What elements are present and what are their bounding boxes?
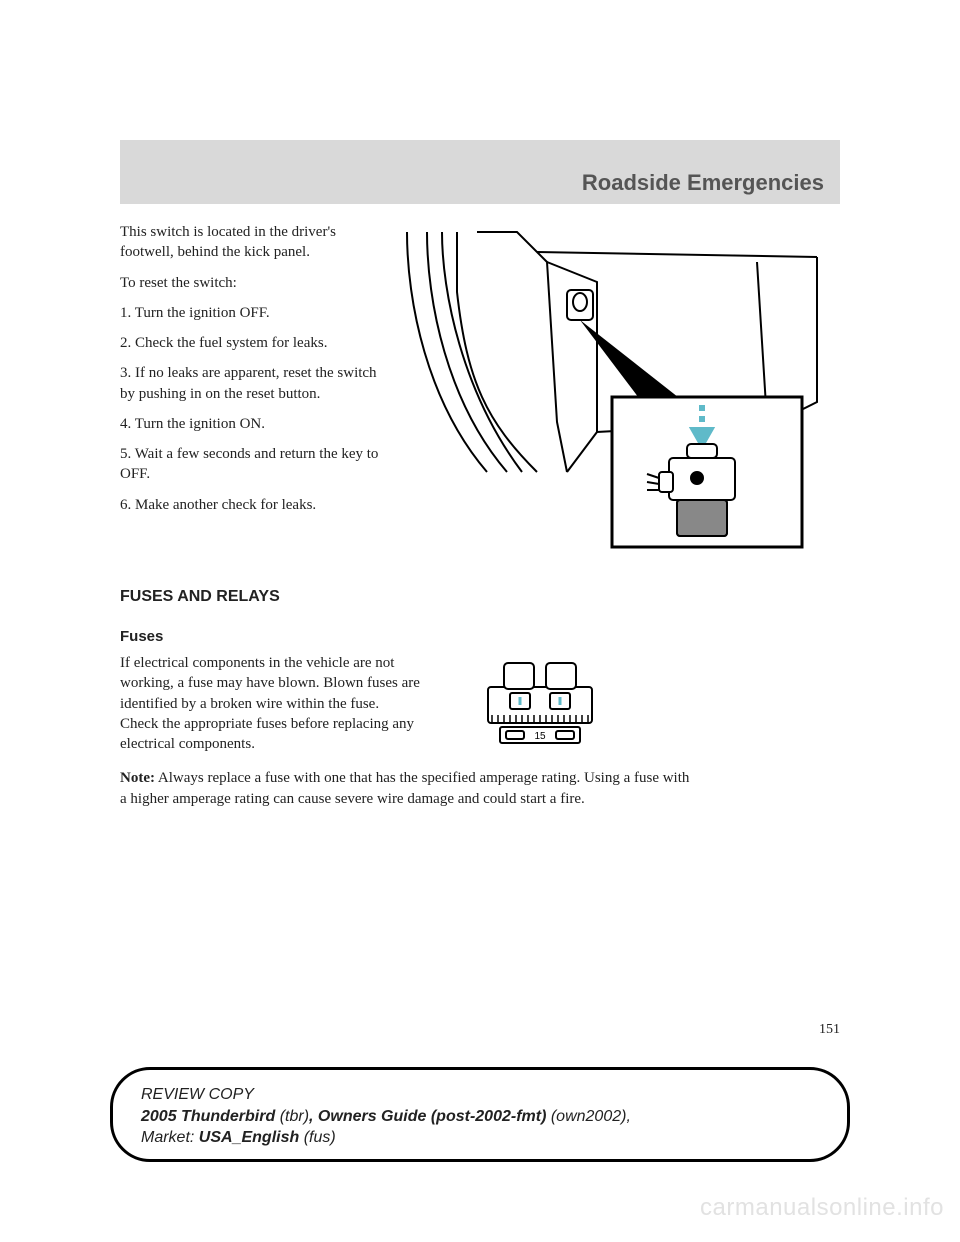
step: 2. Check the fuel system for leaks. [120,333,380,353]
footer-sep: , [309,1108,318,1125]
note-text: Always replace a fuse with one that has … [120,770,689,806]
note-label: Note: [120,770,155,786]
footer-code: (tbr) [280,1108,309,1125]
fuse-rating-label: 15 [534,731,546,742]
footer-capsule: REVIEW COPY 2005 Thunderbird (tbr), Owne… [110,1067,850,1162]
footer-code: (fus) [304,1129,336,1146]
step: 3. If no leaks are apparent, reset the s… [120,363,380,404]
footer-vehicle: 2005 Thunderbird [141,1108,280,1125]
footer-review-copy: REVIEW COPY [141,1086,254,1103]
footer-market: USA_English [199,1129,304,1146]
step: 1. Turn the ignition OFF. [120,303,380,323]
footer-guide: Owners Guide (post-2002-fmt) [318,1108,551,1125]
switch-location-figure [394,222,840,552]
step: 4. Turn the ignition ON. [120,414,380,434]
fuses-paragraph: If electrical components in the vehicle … [120,653,420,754]
watermark: carmanualsonline.info [700,1194,944,1222]
heading-fuses: Fuses [120,628,840,645]
step: 6. Make another check for leaks. [120,495,380,515]
note-paragraph: Note: Always replace a fuse with one tha… [120,768,690,809]
page-number: 151 [819,1022,840,1038]
section-header: Roadside Emergencies [120,140,840,204]
intro-paragraph: To reset the switch: [120,273,380,293]
intro-text-block: This switch is located in the driver's f… [120,222,380,552]
footer-code: (own2002) [551,1108,627,1125]
heading-fuses-relays: FUSES AND RELAYS [120,588,840,606]
fuse-figure: 15 [470,653,610,753]
footer-sep: , [626,1108,630,1125]
footer-market-label: Market: [141,1129,199,1146]
intro-paragraph: This switch is located in the driver's f… [120,222,380,263]
section-header-title: Roadside Emergencies [582,170,824,196]
step: 5. Wait a few seconds and return the key… [120,444,380,485]
